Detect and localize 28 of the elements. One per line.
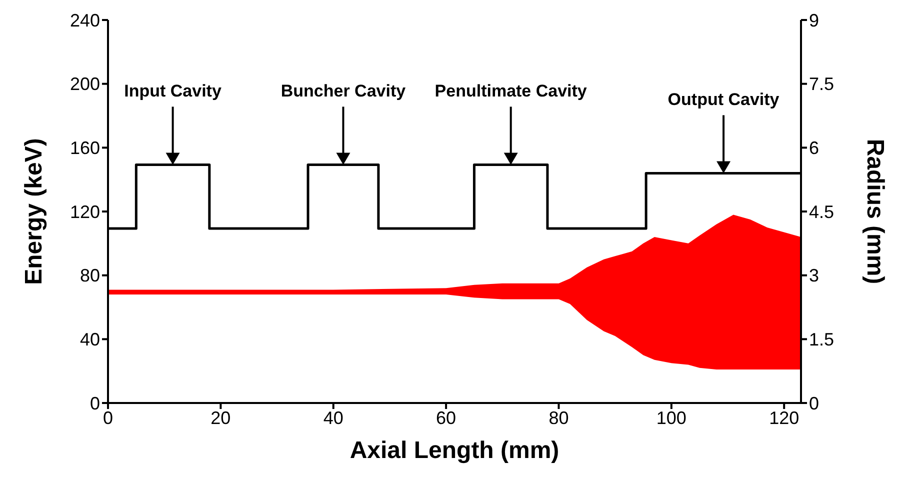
x-tick-label: 0 [102,408,114,428]
x-axis-title: Axial Length (mm) [350,437,560,464]
y-tick-label: 0 [90,393,100,414]
y-tick-label: 40 [80,330,100,350]
x-tick-label: 20 [210,408,231,428]
y2-tick-label: 4.5 [809,202,834,222]
x-tick-label: 100 [656,408,686,428]
y-tick-label: 80 [80,266,100,286]
y-tick-label: 240 [70,10,100,30]
y-tick-label: 200 [70,74,100,94]
annotation: Buncher Cavity [280,82,406,101]
y2-tick-label: 3 [809,266,820,286]
x-tick-label: 60 [436,408,456,428]
x-tick-label: 80 [548,408,569,428]
y-axis-title: Energy (keV) [20,138,48,285]
y2-tick-label: 0 [809,393,820,414]
y2-tick-label: 6 [809,138,820,158]
y2-axis-title: Radius (mm) [861,138,888,284]
y2-tick-label: 9 [809,10,820,30]
annotation: Penultimate Cavity [434,82,588,101]
annotation: Output Cavity [668,90,780,110]
x-tick-label: 120 [769,408,800,428]
y2-tick-label: 1.5 [809,330,834,350]
annotation: Input Cavity [124,82,222,101]
y-tick-label: 120 [70,202,100,222]
y-tick-label: 160 [70,138,100,158]
x-tick-label: 40 [323,408,344,428]
y2-tick-label: 7.5 [809,74,834,94]
